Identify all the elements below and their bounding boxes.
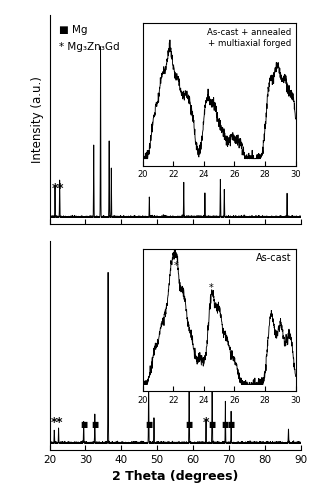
Text: *: * <box>52 182 58 195</box>
Text: ■: ■ <box>227 420 234 430</box>
Y-axis label: Intensity (a.u.): Intensity (a.u.) <box>31 76 44 163</box>
Text: *: * <box>51 416 58 430</box>
Text: ■: ■ <box>145 420 152 430</box>
Text: ■: ■ <box>91 420 98 430</box>
Text: * Mg₃Zn₃Gd: * Mg₃Zn₃Gd <box>59 42 119 52</box>
Text: ■: ■ <box>222 420 229 430</box>
Text: *: * <box>202 416 209 430</box>
Text: *: * <box>56 182 63 195</box>
Text: ■: ■ <box>208 420 216 430</box>
Text: ■: ■ <box>80 420 87 430</box>
Text: *: * <box>55 416 62 430</box>
Text: ■: ■ <box>185 420 193 430</box>
X-axis label: 2 Theta (degrees): 2 Theta (degrees) <box>112 470 238 484</box>
Text: ■ Mg: ■ Mg <box>59 26 87 36</box>
